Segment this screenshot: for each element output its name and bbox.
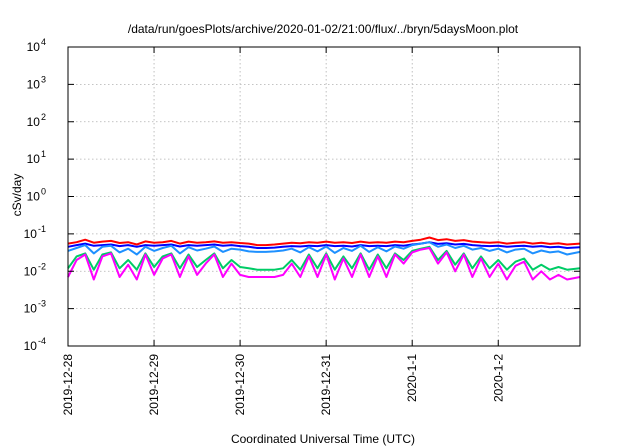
y-tick-label: 10-2	[24, 261, 46, 278]
y-tick-label: 101	[27, 149, 46, 166]
ticks: 10-4 10-3 10-2 10-1 100 101 102 103 104 2019-12-2…	[24, 37, 580, 415]
series-line-1	[67, 236, 581, 247]
y-tick-label: 103	[27, 74, 46, 91]
y-tick-label: 100	[27, 187, 46, 204]
y-tick-label: 104	[27, 37, 46, 54]
y-axis-label: cSv/day	[10, 174, 24, 217]
y-tick-label: 10-4	[24, 336, 46, 353]
x-tick-label: 2020-1-2	[491, 354, 505, 402]
series-line-2	[67, 241, 581, 249]
x-tick-label: 2019-12-31	[319, 354, 333, 416]
series-line-5	[67, 247, 581, 281]
x-tick-label: 2019-12-28	[61, 354, 75, 416]
y-tick-label: 102	[27, 112, 46, 129]
x-tick-label: 2019-12-29	[147, 354, 161, 416]
x-axis-label: Coordinated Universal Time (UTC)	[231, 432, 415, 446]
x-tick-label: 2019-12-30	[233, 354, 247, 416]
y-tick-label: 10-3	[24, 299, 46, 316]
y-tick-label: 10-1	[24, 224, 46, 241]
x-tick-label: 2020-1-1	[405, 354, 419, 402]
series-line-4	[67, 245, 581, 271]
grid	[68, 47, 580, 346]
series-layer	[67, 236, 581, 281]
chart-title: /data/run/goesPlots/archive/2020-01-02/2…	[128, 22, 519, 36]
series-line-3	[67, 241, 581, 256]
